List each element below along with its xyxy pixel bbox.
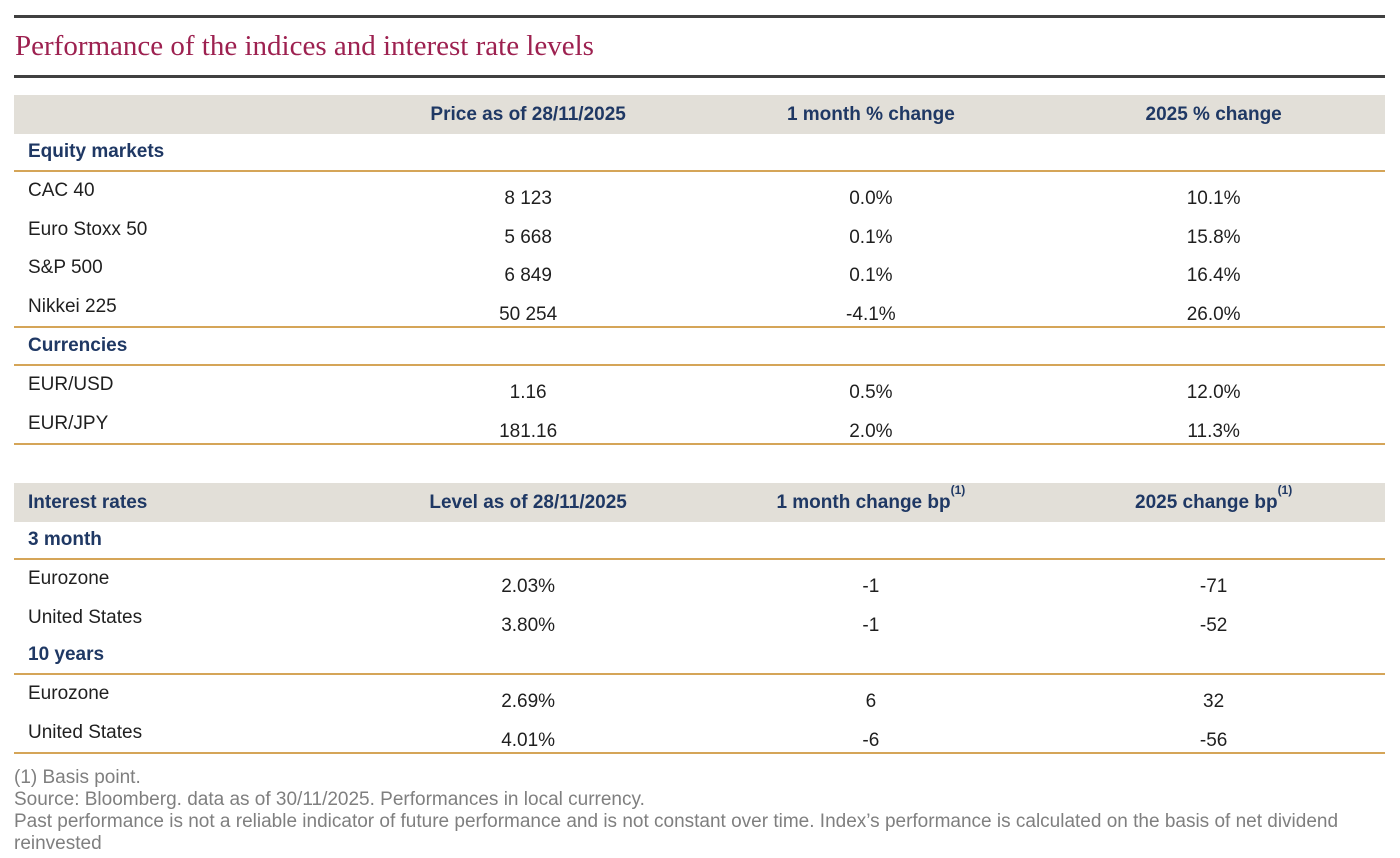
footnote-source: Source: Bloomberg. data as of 30/11/2025… [14,789,645,810]
table-row-nikkei-225: Nikkei 225 50 254 -4.1% 26.0% [14,288,1385,327]
footnote-marker: (1) [1277,483,1293,498]
2025-change-bp-value: -56 [1199,729,1228,751]
table-row-united-states-10y: United States 4.01% -6 -56 [14,714,1385,753]
col-header-price-as-of: Price as of 28/11/2025 [430,103,626,125]
row-label: United States [28,606,143,628]
footnotes: (1) Basis point. Source: Bloomberg. data… [14,767,1385,855]
1-month-change-bp-value: 6 [865,691,877,713]
section-header-equity-markets: Equity markets [14,134,1385,172]
currencies-rows: EUR/USD 1.16 0.5% 12.0% EUR/JPY 181.16 2… [14,366,1385,445]
row-label: Eurozone [28,683,110,705]
row-label: EUR/USD [28,374,114,396]
price-value: 5 668 [504,226,552,248]
indices-table-header-row: Price as of 28/11/2025 1 month % change … [14,95,1385,134]
1-month-change-bp-value: -1 [862,614,880,636]
2025-change-value: 11.3% [1187,420,1240,442]
2025-change-bp-value: 32 [1203,691,1225,713]
1-month-change-value: -4.1% [846,303,896,325]
equity-markets-rows: CAC 40 8 123 0.0% 10.1% Euro Stoxx 50 5 … [14,172,1385,328]
2025-change-value: 26.0% [1186,303,1241,325]
2025-change-value: 16.4% [1186,265,1241,287]
page-title: Performance of the indices and interest … [15,30,594,62]
1-month-change-bp-value: -1 [862,576,880,598]
price-value: 50 254 [499,303,558,325]
col-header-text: 2025 change bp [1135,491,1278,513]
table-row-cac-40: CAC 40 8 123 0.0% 10.1% [14,172,1385,211]
1-month-change-value: 0.0% [849,188,893,210]
rates-table-header-row: Interest rates Level as of 28/11/2025 1 … [14,483,1385,522]
col-header-text: Level as of 28/11/2025 [429,491,627,513]
section-header-3-month: 3 month [14,522,1385,560]
col-header-text: 1 month change bp [776,491,951,513]
section-header-10-years: 10 years [14,637,1385,675]
col-header-1-month-pct-change: 1 month % change [786,103,955,125]
table-row-eur-usd: EUR/USD 1.16 0.5% 12.0% [14,366,1385,405]
1-month-change-bp-value: -6 [862,729,880,751]
table-row-euro-stoxx-50: Euro Stoxx 50 5 668 0.1% 15.8% [14,211,1385,250]
section-header-currencies: Currencies [14,328,1385,366]
3-month-rows: Eurozone 2.03% -1 -71 United States 3.80… [14,560,1385,637]
col-header-2025-change-bp: 2025 change bp(1) [1042,484,1385,514]
interest-rates-table: Interest rates Level as of 28/11/2025 1 … [14,483,1385,754]
2025-change-value: 15.8% [1186,226,1241,248]
table-row-eurozone-3m: Eurozone 2.03% -1 -71 [14,560,1385,599]
col-header-1-month-change-bp: 1 month change bp(1) [700,484,1043,514]
indices-table: Price as of 28/11/2025 1 month % change … [14,95,1385,445]
table-row-eur-jpy: EUR/JPY 181.16 2.0% 11.3% [14,405,1385,444]
footnote-marker: (1) [950,483,966,498]
top-rule [14,15,1385,18]
row-label: Nikkei 225 [28,295,117,317]
level-value: 3.80% [501,614,556,636]
2025-change-bp-value: -71 [1199,576,1228,598]
price-value: 8 123 [504,188,552,210]
table-row-eurozone-10y: Eurozone 2.69% 6 32 [14,675,1385,714]
row-label: United States [28,721,143,743]
price-value: 181.16 [499,420,558,442]
2025-change-value: 10.1% [1186,188,1241,210]
2025-change-value: 12.0% [1186,382,1241,404]
title-underline-rule [14,75,1385,78]
row-label: S&P 500 [28,257,103,279]
footnote-disclaimer: Past performance is not a reliable indic… [14,811,1339,854]
row-label: CAC 40 [28,180,95,202]
1-month-change-value: 0.1% [849,265,893,287]
price-value: 6 849 [504,265,552,287]
1-month-change-value: 0.5% [849,382,893,404]
row-label: Euro Stoxx 50 [28,218,148,240]
level-value: 2.03% [501,576,556,598]
1-month-change-value: 0.1% [849,226,893,248]
col-header-interest-rates: Interest rates [28,491,148,513]
row-label: EUR/JPY [28,412,109,434]
table-row-sp-500: S&P 500 6 849 0.1% 16.4% [14,249,1385,288]
table-row-united-states-3m: United States 3.80% -1 -52 [14,599,1385,638]
col-header-level-as-of: Level as of 28/11/2025 [357,492,700,514]
1-month-change-value: 2.0% [849,420,893,442]
row-label: Eurozone [28,568,110,590]
footnote-basis-point: (1) Basis point. [14,767,141,788]
col-header-2025-pct-change: 2025 % change [1145,103,1282,125]
price-value: 1.16 [509,382,547,404]
10-years-rows: Eurozone 2.69% 6 32 United States 4.01% … [14,675,1385,754]
level-value: 4.01% [501,729,556,751]
2025-change-bp-value: -52 [1199,614,1228,636]
level-value: 2.69% [501,691,556,713]
